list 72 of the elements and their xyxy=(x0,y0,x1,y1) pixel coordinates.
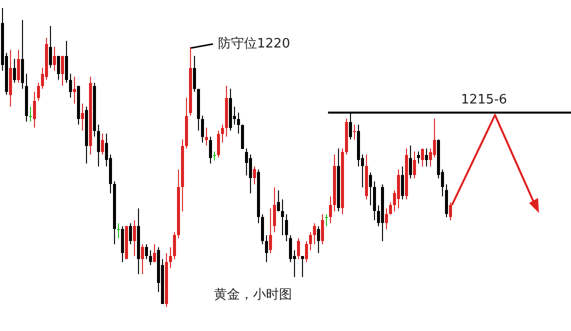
candlestick xyxy=(21,19,24,90)
text: 1215-6 xyxy=(460,92,508,108)
candlestick xyxy=(273,186,276,233)
candlestick xyxy=(305,240,308,263)
candlestick xyxy=(169,246,172,269)
candlestick xyxy=(69,73,72,98)
candlestick xyxy=(297,238,300,260)
candlestick xyxy=(121,226,124,263)
candlestick xyxy=(425,148,428,167)
candlestick xyxy=(141,244,144,275)
candlestick xyxy=(17,49,20,84)
candlestick xyxy=(205,127,208,146)
candlestick xyxy=(321,214,324,245)
candlestick xyxy=(129,222,132,245)
candlestick xyxy=(385,208,388,230)
candlestick xyxy=(369,172,372,206)
candlestick xyxy=(373,180,376,221)
candlestick xyxy=(249,154,252,194)
candlestick xyxy=(317,226,320,254)
candlestick xyxy=(33,91,36,128)
candlestick xyxy=(253,166,256,185)
candlestick xyxy=(37,82,40,102)
candlestick xyxy=(397,168,400,209)
annotation: 黄金，小时图 xyxy=(214,288,292,302)
candlestick xyxy=(325,214,328,227)
candlestick xyxy=(329,196,332,224)
candlestick xyxy=(61,55,64,86)
candlestick xyxy=(445,184,448,218)
candlestick xyxy=(261,214,264,245)
candlestick xyxy=(101,133,104,156)
candlestick xyxy=(413,151,416,179)
candlestick xyxy=(73,76,76,104)
candlestick xyxy=(289,234,292,263)
candlestick xyxy=(309,232,312,251)
candlestick xyxy=(145,244,148,260)
candlestick xyxy=(285,214,288,242)
candlestick xyxy=(201,115,204,144)
candlestick xyxy=(221,124,224,144)
candlestick xyxy=(117,222,120,239)
candlestick xyxy=(133,220,136,257)
candlestick xyxy=(153,244,156,263)
candlestick xyxy=(81,103,84,132)
candlestick xyxy=(449,202,452,221)
candlestick xyxy=(277,190,280,212)
candlestick xyxy=(281,198,284,236)
candlestick xyxy=(241,124,244,150)
candlestick xyxy=(389,202,392,215)
candlestick xyxy=(13,58,16,84)
candlestick xyxy=(149,250,152,266)
candlestick xyxy=(245,148,248,176)
candlestick xyxy=(193,55,196,92)
candlestick xyxy=(65,40,68,84)
candlestick xyxy=(409,145,412,179)
candlestick xyxy=(29,106,32,122)
candlestick xyxy=(237,112,240,134)
candlestick xyxy=(433,118,436,158)
candlestick xyxy=(353,124,356,140)
candlestick xyxy=(57,55,60,80)
candlestick xyxy=(209,136,212,164)
annotation: 防守位1220 xyxy=(218,36,290,52)
candlestick xyxy=(301,256,304,278)
candlestick xyxy=(313,222,316,245)
candlestick xyxy=(217,130,220,158)
candlestick xyxy=(173,232,176,260)
candlestick xyxy=(265,234,268,263)
candlestick xyxy=(97,124,100,167)
candlestick xyxy=(53,46,56,72)
candlestick xyxy=(49,25,52,68)
candlestick xyxy=(401,166,404,200)
candlestick xyxy=(269,208,272,254)
candlestick xyxy=(421,148,424,167)
candlestick xyxy=(417,151,420,164)
